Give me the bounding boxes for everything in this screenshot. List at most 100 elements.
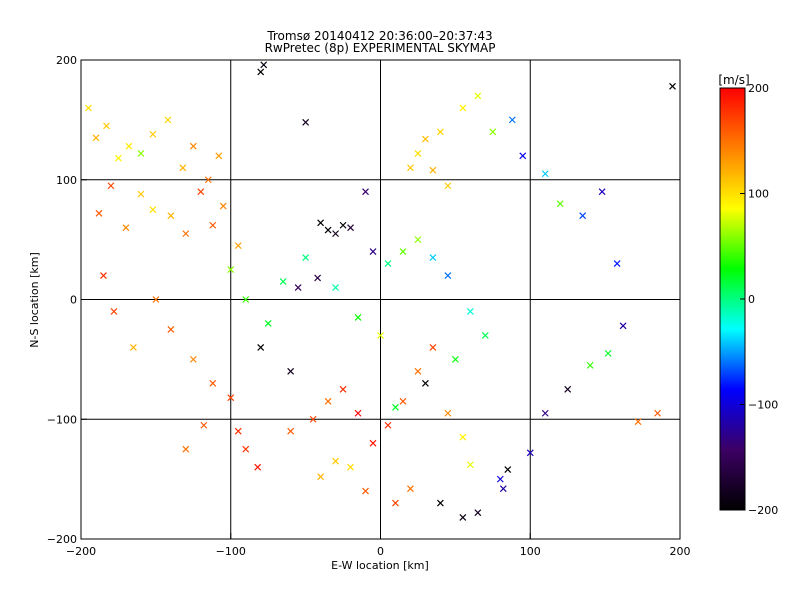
data-point — [257, 68, 265, 76]
data-point — [103, 122, 110, 130]
data-point — [354, 314, 362, 321]
y-tick-label: −200 — [47, 533, 77, 546]
data-point — [436, 499, 444, 507]
data-point — [332, 230, 339, 238]
data-point — [339, 221, 347, 229]
data-point — [613, 260, 621, 267]
data-point — [179, 164, 187, 172]
data-point — [556, 200, 564, 208]
data-point — [234, 242, 242, 250]
data-point — [317, 473, 325, 481]
data-point — [332, 457, 339, 465]
data-point — [422, 379, 429, 387]
data-point — [209, 221, 217, 229]
data-point — [481, 332, 489, 339]
data-point — [369, 248, 377, 256]
data-point — [362, 487, 369, 495]
data-point — [347, 463, 354, 471]
y-tick-label: 200 — [56, 54, 77, 67]
data-point — [302, 118, 310, 126]
data-point — [279, 278, 287, 285]
data-point — [377, 332, 384, 339]
data-point — [604, 349, 612, 357]
data-point — [414, 149, 422, 157]
data-point — [149, 206, 157, 214]
axis-ticks: −200 −100 0 100 200 −200 −100 0 100 200 — [47, 54, 691, 558]
data-point — [242, 296, 250, 303]
data-point — [496, 475, 504, 483]
data-point — [429, 343, 437, 351]
data-point — [429, 254, 437, 262]
chart-subtitle: RwPretec (8p) EXPERIMENTAL SKYMAP — [265, 41, 496, 55]
data-point — [459, 514, 467, 521]
data-point — [508, 116, 516, 124]
data-point — [197, 188, 205, 196]
data-point — [444, 272, 452, 279]
x-tick-label: 0 — [377, 545, 384, 558]
data-point — [234, 427, 242, 435]
data-point — [354, 409, 362, 417]
data-point — [227, 266, 235, 273]
data-point — [369, 439, 377, 447]
data-point — [541, 409, 549, 417]
data-point — [654, 409, 661, 417]
data-point — [167, 212, 175, 220]
data-points — [85, 61, 676, 521]
data-point — [586, 361, 594, 369]
colorbar-tick-label: −100 — [748, 399, 778, 412]
data-point — [100, 272, 107, 279]
data-point — [459, 104, 467, 112]
data-point — [215, 152, 223, 160]
y-axis-label: N-S location [km] — [28, 252, 41, 348]
data-point — [260, 61, 268, 69]
data-point — [309, 415, 317, 423]
data-point — [324, 397, 332, 405]
data-point — [137, 149, 145, 157]
data-point — [152, 296, 160, 303]
data-point — [414, 367, 422, 375]
data-point — [204, 176, 212, 184]
data-point — [314, 274, 322, 282]
data-point — [399, 397, 407, 405]
data-point — [407, 485, 414, 493]
x-tick-label: 100 — [520, 545, 541, 558]
data-point — [227, 394, 235, 402]
x-tick-label: −100 — [216, 545, 246, 558]
data-point — [317, 219, 325, 227]
data-point — [474, 92, 482, 100]
data-point — [504, 466, 512, 473]
y-tick-label: −100 — [47, 413, 77, 426]
x-tick-label: −200 — [66, 545, 96, 558]
x-tick-label: 200 — [670, 545, 691, 558]
data-point — [362, 188, 369, 196]
data-point — [85, 104, 92, 112]
data-point — [125, 142, 133, 150]
data-point — [564, 385, 572, 393]
data-point — [339, 385, 347, 393]
data-point — [302, 254, 310, 262]
data-point — [466, 308, 474, 315]
data-point — [209, 379, 217, 387]
data-point — [122, 224, 130, 232]
data-point — [619, 322, 627, 330]
data-point — [466, 461, 474, 469]
data-point — [579, 212, 587, 220]
data-point — [489, 128, 497, 136]
colorbar-label: [m/s] — [718, 73, 749, 87]
data-point — [392, 403, 399, 411]
data-point — [110, 308, 118, 315]
x-axis-label: E-W location [km] — [331, 559, 429, 572]
data-point — [287, 427, 295, 435]
data-point — [384, 260, 392, 267]
data-point — [384, 421, 392, 429]
data-point — [634, 418, 642, 426]
data-point — [164, 116, 172, 124]
data-point — [399, 248, 407, 256]
data-point — [182, 445, 190, 453]
colorbar-tick-label: −200 — [748, 504, 778, 517]
data-point — [519, 152, 527, 160]
data-point — [264, 320, 272, 327]
data-point — [242, 445, 250, 453]
colorbar: [m/s] 200 100 0 −100 −200 — [718, 73, 778, 517]
